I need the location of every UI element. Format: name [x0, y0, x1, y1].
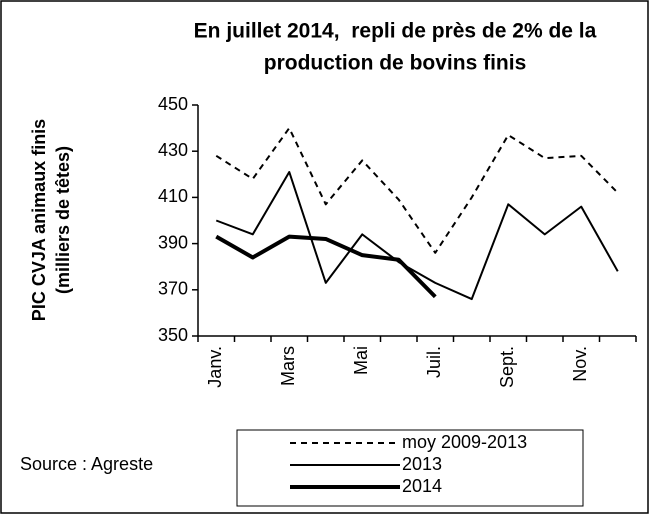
y-tick-label: 410: [158, 186, 188, 206]
legend-label: 2014: [402, 476, 442, 496]
x-tick-label: Sept.: [497, 346, 517, 388]
y-tick-label: 450: [158, 94, 188, 114]
legend-label: 2013: [402, 454, 442, 474]
chart-title: production de bovins finis: [264, 52, 527, 75]
y-tick-label: 370: [158, 279, 188, 299]
series-line: [215, 170, 619, 301]
y-tick-label: 350: [158, 325, 188, 345]
x-tick-label: Mai: [351, 346, 371, 375]
series-line: [215, 127, 619, 254]
x-tick-label: Mars: [278, 346, 298, 386]
y-tick-label: 390: [158, 232, 188, 252]
x-tick-label: Juil.: [424, 346, 444, 378]
y-tick-label: 430: [158, 140, 188, 160]
x-tick-label: Janv.: [205, 346, 225, 388]
series-line: [215, 234, 437, 299]
legend-label: moy 2009-2013: [402, 432, 527, 452]
y-axis-title: PIC CVJA animaux finis: [29, 119, 49, 321]
y-axis-title: (milliers de têtes): [53, 146, 73, 294]
source-note: Source : Agreste: [20, 454, 153, 474]
chart-title: En juillet 2014, repli de près de 2% de …: [194, 20, 597, 43]
x-tick-label: Nov.: [570, 346, 590, 382]
